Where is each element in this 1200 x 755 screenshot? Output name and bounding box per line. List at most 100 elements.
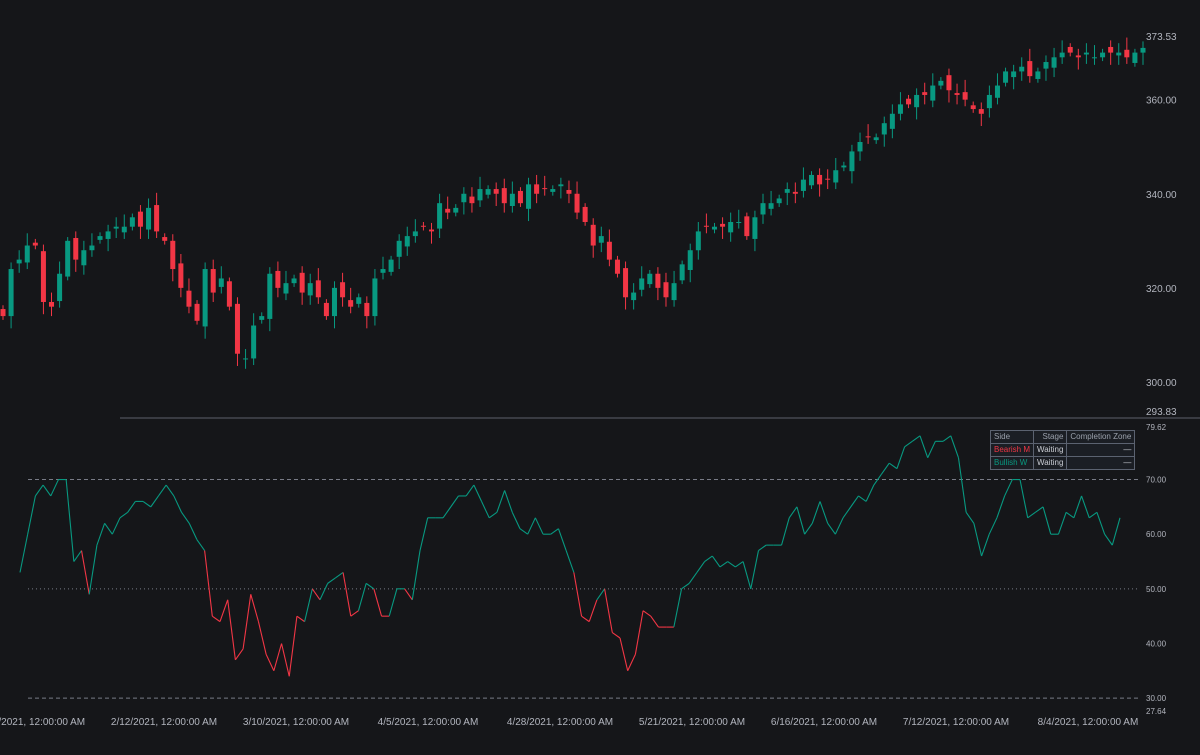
candle-body[interactable] bbox=[315, 280, 321, 298]
candle-body[interactable] bbox=[146, 207, 152, 230]
oscillator-segment[interactable] bbox=[227, 599, 236, 660]
candle-body[interactable] bbox=[841, 165, 847, 168]
oscillator-segment[interactable] bbox=[781, 517, 790, 546]
candle-body[interactable] bbox=[259, 316, 265, 320]
candle-body[interactable] bbox=[922, 92, 928, 95]
oscillator-segment[interactable] bbox=[1096, 512, 1106, 535]
candle-body[interactable] bbox=[113, 226, 119, 229]
oscillator-segment[interactable] bbox=[865, 484, 875, 502]
oscillator-segment[interactable] bbox=[950, 435, 959, 458]
oscillator-segment[interactable] bbox=[442, 506, 452, 519]
candle-body[interactable] bbox=[752, 217, 758, 239]
oscillator-segment[interactable] bbox=[488, 511, 498, 519]
candle-body[interactable] bbox=[1140, 47, 1146, 53]
oscillator-segment[interactable] bbox=[596, 588, 606, 601]
candle-body[interactable] bbox=[291, 278, 297, 284]
oscillator-segment[interactable] bbox=[973, 523, 983, 557]
oscillator-segment[interactable] bbox=[534, 517, 544, 535]
oscillator-segment[interactable] bbox=[365, 582, 375, 590]
candle-body[interactable] bbox=[671, 283, 677, 301]
candle-body[interactable] bbox=[307, 283, 313, 296]
oscillator-segment[interactable] bbox=[104, 522, 113, 535]
oscillator-segment[interactable] bbox=[827, 522, 836, 535]
candle-body[interactable] bbox=[65, 240, 71, 277]
candle-body[interactable] bbox=[121, 226, 127, 233]
candle-body[interactable] bbox=[485, 189, 491, 195]
candle-body[interactable] bbox=[129, 217, 135, 227]
oscillator-segment[interactable] bbox=[519, 528, 529, 535]
candle-body[interactable] bbox=[954, 93, 960, 95]
candle-body[interactable] bbox=[825, 178, 831, 180]
candle-body[interactable] bbox=[809, 174, 815, 186]
candle-body[interactable] bbox=[453, 207, 459, 213]
oscillator-segment[interactable] bbox=[196, 539, 206, 551]
candle-body[interactable] bbox=[40, 251, 46, 302]
candle-body[interactable] bbox=[938, 80, 944, 86]
oscillator-segment[interactable] bbox=[627, 654, 636, 672]
oscillator-segment[interactable] bbox=[511, 512, 521, 529]
oscillator-segment[interactable] bbox=[888, 462, 898, 470]
oscillator-segment[interactable] bbox=[80, 550, 90, 595]
candle-body[interactable] bbox=[1124, 49, 1130, 58]
candle-body[interactable] bbox=[889, 113, 895, 129]
candle-body[interactable] bbox=[137, 211, 143, 227]
candle-body[interactable] bbox=[906, 98, 912, 105]
candle-body[interactable] bbox=[461, 193, 467, 203]
candle-body[interactable] bbox=[784, 189, 790, 193]
oscillator-segment[interactable] bbox=[758, 544, 767, 552]
candle-body[interactable] bbox=[1091, 57, 1097, 59]
oscillator-segment[interactable] bbox=[188, 523, 198, 540]
candle-body[interactable] bbox=[1051, 57, 1057, 68]
oscillator-segment[interactable] bbox=[881, 462, 890, 475]
candle-body[interactable] bbox=[170, 240, 176, 270]
oscillator-segment[interactable] bbox=[1088, 511, 1098, 519]
oscillator-segment[interactable] bbox=[150, 495, 159, 508]
candle-body[interactable] bbox=[865, 136, 871, 138]
oscillator-segment[interactable] bbox=[911, 435, 921, 442]
oscillator-segment[interactable] bbox=[742, 561, 752, 589]
candle-body[interactable] bbox=[429, 229, 435, 232]
candle-body[interactable] bbox=[800, 179, 806, 191]
candle-body[interactable] bbox=[962, 92, 968, 100]
oscillator-segment[interactable] bbox=[342, 572, 352, 617]
candle-body[interactable] bbox=[396, 240, 402, 257]
oscillator-segment[interactable] bbox=[988, 517, 998, 535]
oscillator-segment[interactable] bbox=[250, 594, 259, 622]
candle-body[interactable] bbox=[1011, 71, 1017, 78]
oscillator-segment[interactable] bbox=[858, 495, 867, 502]
candle-body[interactable] bbox=[994, 85, 1000, 98]
candle-body[interactable] bbox=[412, 231, 418, 237]
candle-body[interactable] bbox=[1035, 71, 1041, 79]
oscillator-segment[interactable] bbox=[527, 517, 536, 535]
candle-body[interactable] bbox=[574, 193, 580, 213]
oscillator-segment[interactable] bbox=[281, 643, 290, 677]
candle-body[interactable] bbox=[760, 203, 766, 215]
candle-body[interactable] bbox=[420, 225, 426, 227]
oscillator-segment[interactable] bbox=[1065, 511, 1075, 519]
oscillator-segment[interactable] bbox=[681, 582, 690, 590]
candle-body[interactable] bbox=[558, 184, 564, 187]
oscillator-segment[interactable] bbox=[119, 511, 129, 519]
candle-body[interactable] bbox=[243, 358, 249, 360]
candle-body[interactable] bbox=[437, 203, 443, 229]
candle-body[interactable] bbox=[1003, 71, 1009, 83]
candle-body[interactable] bbox=[97, 236, 103, 240]
candle-body[interactable] bbox=[946, 75, 952, 91]
oscillator-segment[interactable] bbox=[319, 583, 329, 600]
candle-body[interactable] bbox=[105, 231, 111, 239]
candle-body[interactable] bbox=[534, 184, 540, 194]
candle-body[interactable] bbox=[897, 104, 903, 114]
oscillator-segment[interactable] bbox=[158, 484, 167, 497]
oscillator-segment[interactable] bbox=[1057, 512, 1067, 535]
candle-body[interactable] bbox=[372, 278, 378, 317]
oscillator-pane[interactable] bbox=[19, 435, 1140, 699]
oscillator-segment[interactable] bbox=[696, 561, 706, 573]
candle-body[interactable] bbox=[1067, 46, 1073, 53]
candle-body[interactable] bbox=[711, 226, 717, 230]
candle-body[interactable] bbox=[792, 191, 798, 194]
oscillator-segment[interactable] bbox=[1104, 533, 1113, 546]
oscillator-segment[interactable] bbox=[704, 555, 713, 562]
oscillator-segment[interactable] bbox=[73, 550, 82, 562]
candle-body[interactable] bbox=[1027, 61, 1033, 77]
oscillator-segment[interactable] bbox=[311, 588, 321, 601]
